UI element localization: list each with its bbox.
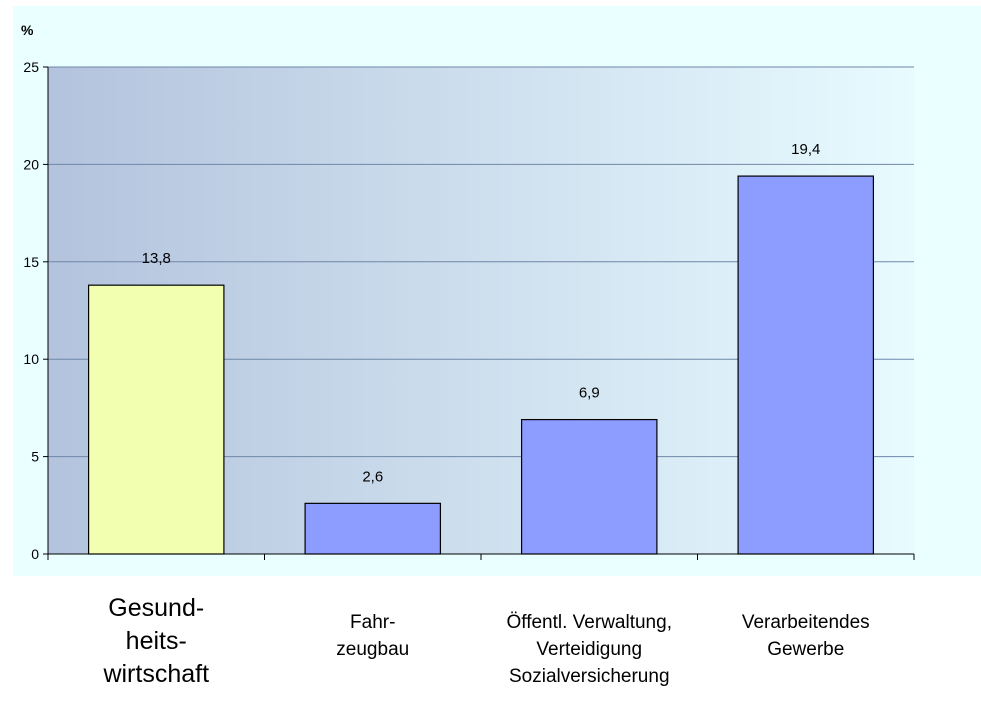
y-tick-label: 15	[23, 254, 39, 270]
y-axis-label: %	[21, 22, 34, 38]
data-label: 19,4	[791, 141, 820, 158]
x-tick-label: Öffentl. Verwaltung, Verteidigung Sozial…	[506, 612, 672, 687]
x-tick-label: Gesund- heits- wirtschaft	[103, 594, 210, 688]
data-label: 2,6	[362, 468, 383, 485]
bar	[520, 418, 658, 555]
y-tick-label: 20	[23, 156, 39, 172]
data-label: 6,9	[579, 385, 600, 402]
y-tick-label: 25	[23, 59, 39, 75]
bar	[737, 175, 875, 555]
bar	[304, 502, 442, 555]
y-tick-label: 0	[31, 546, 39, 562]
y-tick-label: 5	[31, 449, 39, 465]
x-tick-label: Fahr- zeugbau	[336, 612, 410, 660]
bar	[87, 284, 225, 555]
data-label: 13,8	[142, 250, 171, 267]
bar-chart: 0 5 10 15 20 25 13,8 2,6 6,9 19,4 %	[21, 22, 915, 562]
x-tick-label: Verarbeitendes Gewerbe	[741, 612, 870, 660]
chart-area: 0 5 10 15 20 25 13,8 2,6 6,9 19,4 %	[13, 6, 981, 576]
y-tick-label: 10	[23, 351, 39, 367]
